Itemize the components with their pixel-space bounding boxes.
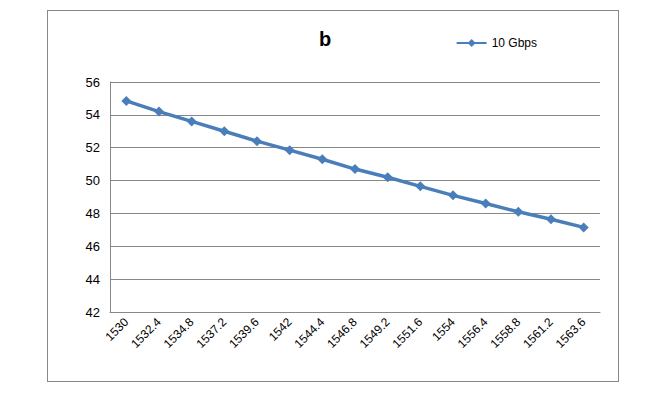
svg-text:1534.8: 1534.8 <box>161 315 197 351</box>
svg-text:48: 48 <box>86 206 100 221</box>
svg-text:44: 44 <box>86 272 100 287</box>
svg-text:1539.6: 1539.6 <box>226 315 262 351</box>
svg-text:54: 54 <box>86 107 100 122</box>
svg-text:1530: 1530 <box>103 315 132 344</box>
svg-text:42: 42 <box>86 305 100 320</box>
svg-text:1546.8: 1546.8 <box>324 315 360 351</box>
svg-text:50: 50 <box>86 173 100 188</box>
svg-text:10 Gbps: 10 Gbps <box>492 36 537 50</box>
svg-text:56: 56 <box>86 75 100 90</box>
svg-text:52: 52 <box>86 140 100 155</box>
svg-text:1542: 1542 <box>266 315 295 344</box>
svg-text:1551.6: 1551.6 <box>389 315 425 351</box>
svg-text:1556.4: 1556.4 <box>455 315 491 351</box>
svg-text:b: b <box>319 28 331 50</box>
svg-text:1532.4: 1532.4 <box>128 315 164 351</box>
svg-text:46: 46 <box>86 239 100 254</box>
svg-text:1549.2: 1549.2 <box>357 315 393 351</box>
svg-text:1563.6: 1563.6 <box>553 315 589 351</box>
svg-text:1561.2: 1561.2 <box>520 315 556 351</box>
svg-text:1544.4: 1544.4 <box>291 315 327 351</box>
svg-text:1558.8: 1558.8 <box>487 315 523 351</box>
svg-text:1554: 1554 <box>429 315 458 344</box>
svg-text:1537.2: 1537.2 <box>193 315 229 351</box>
